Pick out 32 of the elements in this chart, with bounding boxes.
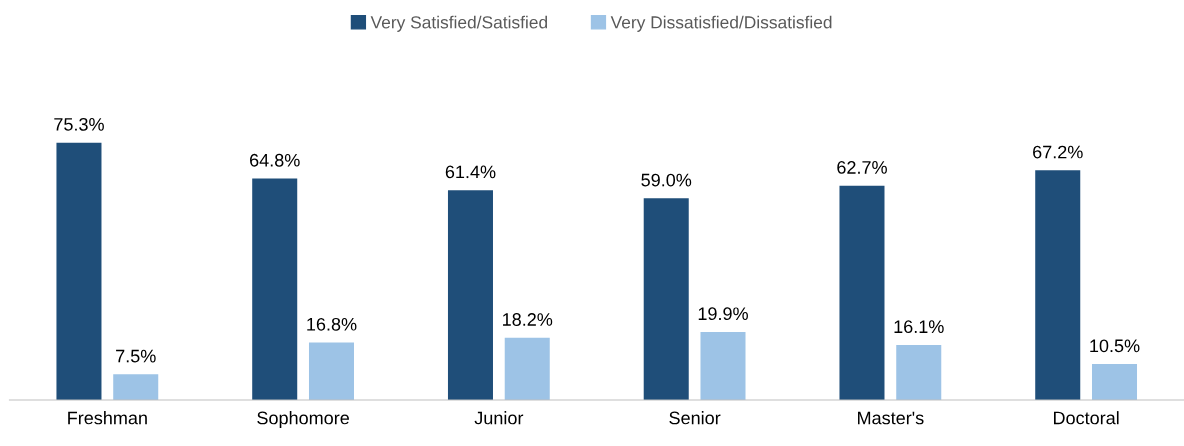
bar bbox=[839, 185, 885, 400]
bar bbox=[504, 337, 550, 400]
bar bbox=[308, 342, 354, 400]
bar bbox=[252, 178, 298, 400]
x-tick-label: Sophomore bbox=[257, 411, 349, 428]
bar bbox=[896, 344, 942, 400]
data-label: 61.4% bbox=[445, 165, 496, 179]
x-tick-label: Senior bbox=[669, 411, 721, 425]
x-tick-label: Master's bbox=[858, 411, 924, 425]
x-tick-label: Doctoral bbox=[1053, 411, 1119, 425]
data-label: 19.9% bbox=[698, 307, 748, 321]
data-label: 62.7% bbox=[837, 161, 887, 174]
legend-label: Very Satisfied/Satisfied bbox=[370, 15, 548, 32]
bar bbox=[1035, 170, 1081, 400]
bar bbox=[56, 142, 102, 400]
bar bbox=[447, 190, 493, 400]
x-tick-label: Junior bbox=[474, 411, 524, 425]
data-label: 7.5% bbox=[116, 349, 156, 363]
data-label: 16.1% bbox=[894, 320, 944, 334]
bar bbox=[643, 198, 689, 400]
x-tick-label: Freshman bbox=[68, 411, 147, 425]
bar bbox=[1092, 364, 1138, 400]
data-label: 10.5% bbox=[1090, 339, 1140, 353]
legend-label: Very Dissatisfied/Dissatisfied bbox=[610, 15, 832, 32]
data-label: 67.2% bbox=[1033, 145, 1083, 159]
data-label: 75.3% bbox=[54, 117, 104, 131]
data-label: 64.8% bbox=[250, 153, 300, 167]
data-label: 59.0% bbox=[641, 173, 692, 187]
bar bbox=[700, 331, 746, 400]
data-label: 18.2% bbox=[503, 313, 553, 326]
data-label: 16.8% bbox=[307, 317, 357, 331]
bar bbox=[113, 374, 159, 400]
